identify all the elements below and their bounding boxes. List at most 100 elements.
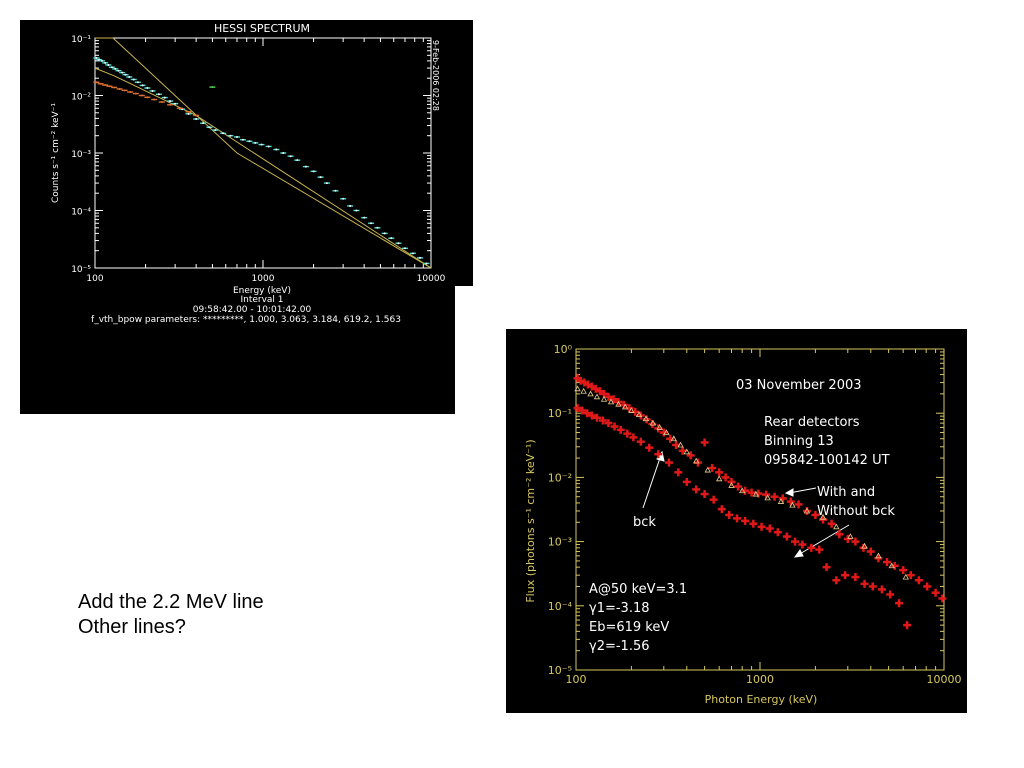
flux-spectrum-chart: Flux (photons s⁻¹ cm⁻² keV⁻¹) Photon Ene…	[506, 329, 967, 713]
chart1-x-tick-label: 100	[86, 274, 103, 284]
chart1-point-center	[108, 85, 111, 88]
chart2-info-binning: Binning 13	[764, 434, 834, 449]
chart1-point-center	[312, 170, 315, 173]
chart1-point-center	[114, 67, 117, 70]
chart2-ylabel: Flux (photons s⁻¹ cm⁻² keV⁻¹)	[524, 439, 537, 602]
chart2-bck-point	[716, 475, 723, 482]
chart1-point-center	[235, 135, 238, 138]
arrow-without-bck-head	[793, 549, 804, 558]
chart1-point-center	[363, 216, 366, 219]
chart1-point-center	[124, 73, 127, 76]
chart2-bck-point	[847, 533, 854, 539]
chart1-point-center	[187, 112, 190, 115]
chart1-point-center	[95, 56, 98, 59]
chart1-point-center	[100, 59, 103, 62]
chart1-point-center	[121, 71, 124, 74]
chart1-point-center	[370, 222, 373, 225]
hessi-spectrum-chart: HESSI SPECTRUM Counts s⁻¹ cm⁻² keV⁻¹ Ene…	[20, 20, 473, 414]
chart1-model-line-1	[95, 37, 432, 269]
chart1-footer-interval: Interval 1	[240, 295, 283, 305]
chart2-bck-point	[642, 415, 650, 422]
chart2-bck-point	[600, 395, 608, 402]
chart2-param-a: A@50 keV=3.1	[589, 582, 687, 597]
chart1-point-center	[248, 140, 251, 143]
chart1-point-center	[99, 82, 102, 85]
chart1-point-center	[98, 58, 101, 61]
chart1-point-center	[418, 256, 421, 259]
chart2-bck-point	[819, 513, 827, 520]
chart1-point-center	[117, 69, 120, 72]
chart1-point-center	[355, 209, 358, 212]
chart2-x-tick-label: 1000	[746, 673, 774, 686]
chart1-point-center	[411, 252, 414, 255]
chart2-bck-point	[574, 385, 581, 392]
chart1-point-center	[95, 81, 98, 84]
flux-spectrum-panel: Flux (photons s⁻¹ cm⁻² keV⁻¹) Photon Ene…	[506, 329, 967, 713]
chart1-point-center	[282, 152, 285, 154]
chart1-point-center	[342, 197, 345, 200]
chart2-bck-point	[728, 482, 735, 488]
chart1-y-tick-label: 10⁻²	[71, 93, 91, 103]
chart1-point-center	[376, 226, 379, 229]
chart2-y-tick-label: 10⁻⁵	[548, 664, 572, 677]
note-line-1: Add the 2.2 MeV line	[78, 591, 264, 613]
chart1-point-center	[134, 92, 137, 95]
chart2-bck-point	[777, 498, 785, 504]
chart1-y-tick-label: 10⁻³	[71, 150, 91, 160]
hessi-spectrum-panel: HESSI SPECTRUM Counts s⁻¹ cm⁻² keV⁻¹ Ene…	[20, 20, 475, 414]
chart2-bck-point	[677, 441, 684, 448]
arrow-without-bck	[797, 524, 850, 556]
chart1-point-center	[169, 100, 172, 103]
chart1-point-center	[140, 94, 143, 97]
chart2-bck-point	[888, 562, 895, 569]
note-line-2: Other lines?	[78, 616, 186, 638]
chart2-bck-point	[670, 435, 677, 442]
chart2-bck-point	[635, 411, 643, 418]
chart2-y-tick-label: 10⁻³	[548, 536, 572, 549]
chart1-point-center	[157, 93, 160, 96]
chart1-title: HESSI SPECTRUM	[214, 22, 310, 35]
chart1-footer-params: f_vth_bpow parameters: *********, 1.000,…	[91, 315, 401, 325]
chart1-point-center	[208, 126, 211, 129]
chart1-point-center	[110, 66, 113, 69]
chart1-point-center	[325, 182, 328, 185]
chart2-without-label: Without bck	[817, 504, 895, 519]
chart1-point-center	[151, 89, 154, 92]
chart2-bck-point	[803, 507, 811, 514]
chart2-y-tick-label: 10⁻⁴	[548, 600, 573, 613]
chart1-point-center	[146, 87, 149, 90]
chart1-footer-time: 09:58:42.00 - 10:01:42.00	[193, 305, 312, 315]
chart1-point-center	[319, 176, 322, 179]
chart1-y-tick-label: 10⁻⁵	[71, 265, 91, 275]
chart1-point-center	[334, 189, 337, 192]
chart2-bck-point	[628, 407, 635, 413]
chart2-bck-point	[656, 424, 663, 430]
chart2-bck-point	[649, 419, 657, 426]
chart2-with-label: With and	[817, 485, 875, 500]
arrow-with-bck-head	[784, 488, 794, 497]
chart1-point-center	[128, 75, 131, 78]
chart2-bck-point	[764, 494, 771, 501]
chart1-point-center	[195, 114, 198, 117]
chart1-side-label: 9-Feb-2006 02:28	[431, 40, 440, 111]
chart1-point-center	[390, 237, 393, 240]
chart1-point-center	[275, 148, 278, 151]
chart2-bck-point	[752, 490, 760, 497]
chart2-bck-point	[663, 429, 670, 435]
chart1-point-center	[289, 155, 292, 158]
chart1-point-center	[187, 110, 190, 113]
chart1-point-center	[113, 86, 116, 89]
slide-notes: Add the 2.2 MeV line Other lines?	[78, 590, 264, 640]
chart1-point-center	[163, 96, 166, 99]
chart2-bck-point	[789, 501, 796, 508]
chart1-point-center	[153, 98, 156, 101]
chart1-point-center	[267, 145, 270, 148]
chart2-bck-point	[580, 387, 587, 394]
chart1-x-tick-label: 10000	[417, 274, 446, 284]
chart1-point-center	[214, 129, 217, 132]
chart2-bck-point	[861, 542, 868, 549]
chart1-point-center	[254, 141, 257, 144]
chart1-point-center	[118, 87, 121, 90]
chart1-point-center	[304, 165, 307, 168]
chart1-point-center	[349, 204, 352, 207]
